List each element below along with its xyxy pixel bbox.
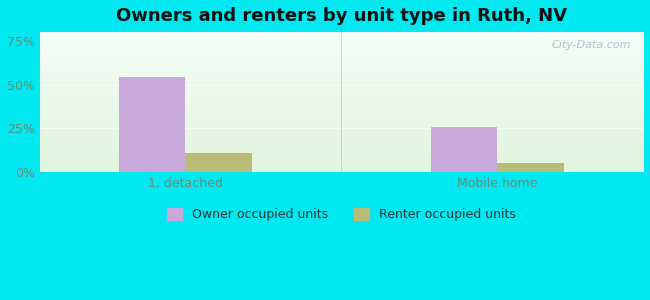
Bar <box>119 76 185 172</box>
Legend: Owner occupied units, Renter occupied units: Owner occupied units, Renter occupied un… <box>164 204 519 225</box>
Bar <box>431 127 497 172</box>
Title: Owners and renters by unit type in Ruth, NV: Owners and renters by unit type in Ruth,… <box>116 7 567 25</box>
Text: City-Data.com: City-Data.com <box>551 40 631 50</box>
Bar <box>497 163 564 172</box>
Bar <box>185 153 252 172</box>
